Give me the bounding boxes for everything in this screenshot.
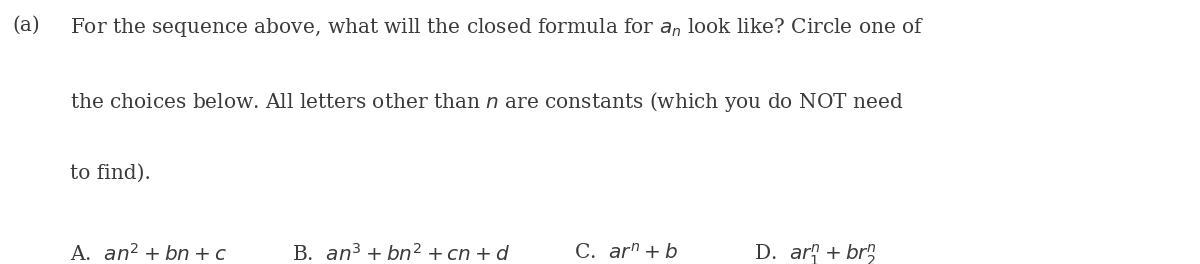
Text: For the sequence above, what will the closed formula for $a_n$ look like? Circle: For the sequence above, what will the cl… <box>70 16 924 39</box>
Text: A.  $an^2 + bn + c$: A. $an^2 + bn + c$ <box>70 243 227 264</box>
Text: to find).: to find). <box>70 164 150 183</box>
Text: C.  $ar^n + b$: C. $ar^n + b$ <box>574 243 678 263</box>
Text: (a): (a) <box>12 16 40 35</box>
Text: D.  $ar_1^n + br_2^n$: D. $ar_1^n + br_2^n$ <box>754 243 876 264</box>
Text: the choices below. All letters other than $n$ are constants (which you do NOT ne: the choices below. All letters other tha… <box>70 90 902 114</box>
Text: B.  $an^3 + bn^2 + cn + d$: B. $an^3 + bn^2 + cn + d$ <box>292 243 510 264</box>
